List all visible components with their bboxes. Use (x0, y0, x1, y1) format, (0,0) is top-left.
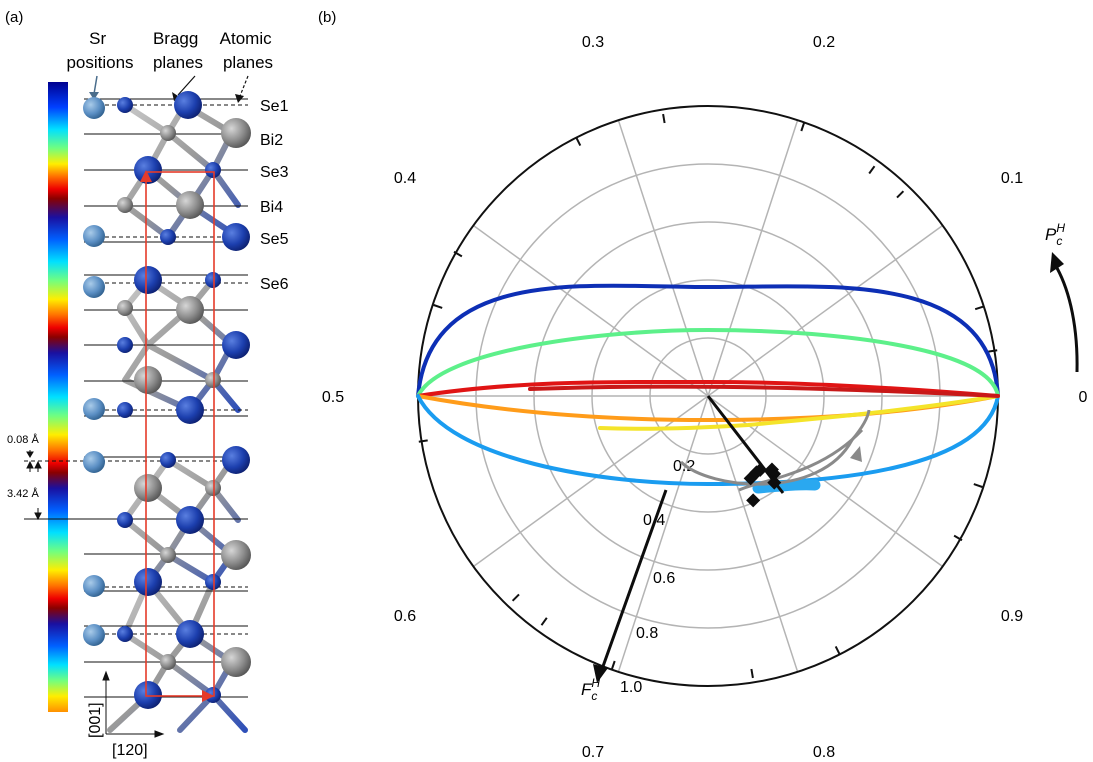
header-sr: Sr positions (66, 29, 133, 72)
layer-label-se5: Se5 (260, 231, 289, 248)
layer-label-se3: Se3 (260, 164, 289, 181)
axis-120-label: [120] (112, 742, 148, 759)
bonds (107, 102, 248, 733)
vector-measured (706, 395, 785, 494)
spacing-large-label: 3.42 Å (7, 487, 39, 500)
angle-labels: 0 0.1 0.2 0.3 0.4 0.5 0.6 0.7 0.8 0.9 (322, 34, 1088, 761)
angle-label-0-6: 0.6 (394, 608, 416, 625)
vector-label-fc: FcH (581, 676, 600, 703)
phase-ellipses (416, 283, 1000, 487)
polar-ticks (418, 113, 998, 679)
panel-a: (a) Sr positions Bragg planes Atomic pla… (5, 9, 289, 759)
radial-label-0-6: 0.6 (653, 570, 675, 587)
vector-label-fc-sup: H (591, 676, 600, 690)
header-sr-line2: positions (66, 53, 133, 72)
axis-001-label: [001] (87, 702, 104, 738)
thermal-cloud (752, 479, 821, 494)
angle-label-0-9: 0.9 (1001, 608, 1023, 625)
header-bragg: Bragg planes (153, 29, 203, 72)
layer-labels: Se1 Bi2 Se3 Bi4 Se5 Se6 (260, 98, 289, 293)
crystal-axes (102, 670, 165, 738)
vector-label-fc-main: F (581, 680, 593, 699)
phase-label-pc-sub: c (1056, 234, 1062, 248)
vector-fc (593, 489, 668, 683)
header-atomic: Atomic planes (220, 29, 277, 72)
header-bragg-line1: Bragg (153, 29, 198, 48)
radial-label-0-8: 0.8 (636, 625, 658, 642)
atomic-planes (24, 104, 248, 635)
angle-label-0-2: 0.2 (813, 34, 835, 51)
phase-label-pc: PcH (1045, 221, 1065, 248)
panel-a-label: (a) (5, 9, 23, 26)
angle-label-0-3: 0.3 (582, 34, 604, 51)
phase-arrow (1050, 252, 1079, 373)
gray-arcs (679, 409, 871, 492)
data-marker-7 (746, 493, 761, 508)
panel-b-label: (b) (318, 9, 336, 26)
color-bar (48, 82, 68, 712)
spacing-annotation (26, 450, 42, 521)
header-atomic-line1: Atomic (220, 29, 272, 48)
se-atoms (117, 91, 250, 709)
radial-label-1-0: 1.0 (620, 679, 642, 696)
vector-label-fc-sub: c (591, 689, 597, 703)
angle-label-0-8: 0.8 (813, 744, 835, 761)
bi-atoms (117, 118, 251, 677)
layer-label-bi2: Bi2 (260, 132, 283, 149)
layer-label-se1: Se1 (260, 98, 289, 115)
unit-cell (140, 170, 215, 702)
header-atomic-line2: planes (223, 53, 273, 72)
radial-labels: 0.2 0.4 0.6 0.8 1.0 (620, 458, 695, 696)
header-bragg-line2: planes (153, 53, 203, 72)
phase-label-pc-sup: H (1056, 221, 1065, 235)
panel-b: (b) (318, 9, 1088, 761)
layer-label-se6: Se6 (260, 276, 289, 293)
angle-label-0-1: 0.1 (1001, 170, 1023, 187)
angle-label-0-5: 0.5 (322, 389, 344, 406)
phase-label-pc-main: P (1045, 225, 1057, 244)
angle-label-0: 0 (1079, 389, 1088, 406)
layer-label-bi4: Bi4 (260, 199, 283, 216)
angle-label-0-4: 0.4 (394, 170, 416, 187)
angle-label-0-7: 0.7 (582, 744, 604, 761)
header-sr-line1: Sr (89, 29, 106, 48)
sr-atoms (83, 97, 105, 646)
spacing-small-label: 0.08 Å (7, 433, 39, 446)
